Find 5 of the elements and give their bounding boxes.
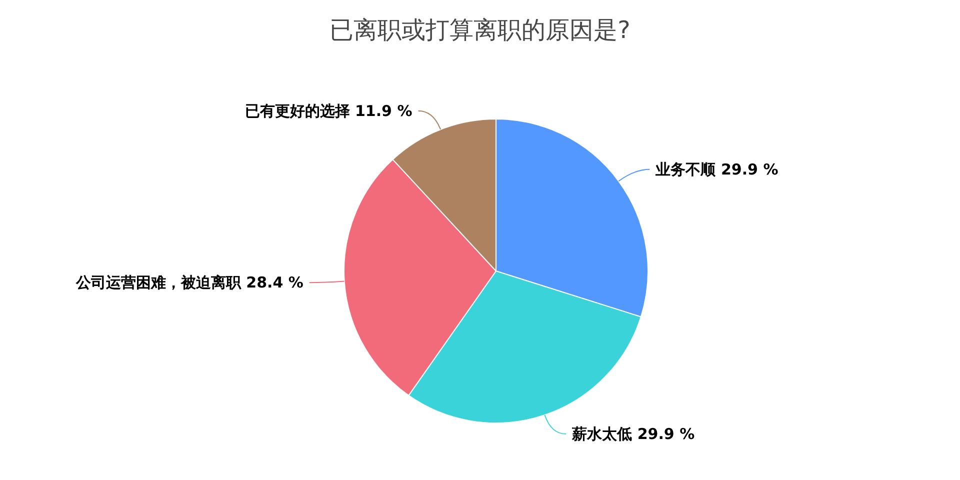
slice-label: 已有更好的选择 11.9 % bbox=[244, 102, 412, 120]
slice-label: 公司运营困难，被迫离职 28.4 % bbox=[74, 274, 304, 292]
slice-label: 薪水太低 29.9 % bbox=[571, 424, 695, 443]
chart-title: 已离职或打算离职的原因是? bbox=[330, 16, 630, 44]
slice-label: 业务不顺 29.9 % bbox=[654, 160, 778, 178]
